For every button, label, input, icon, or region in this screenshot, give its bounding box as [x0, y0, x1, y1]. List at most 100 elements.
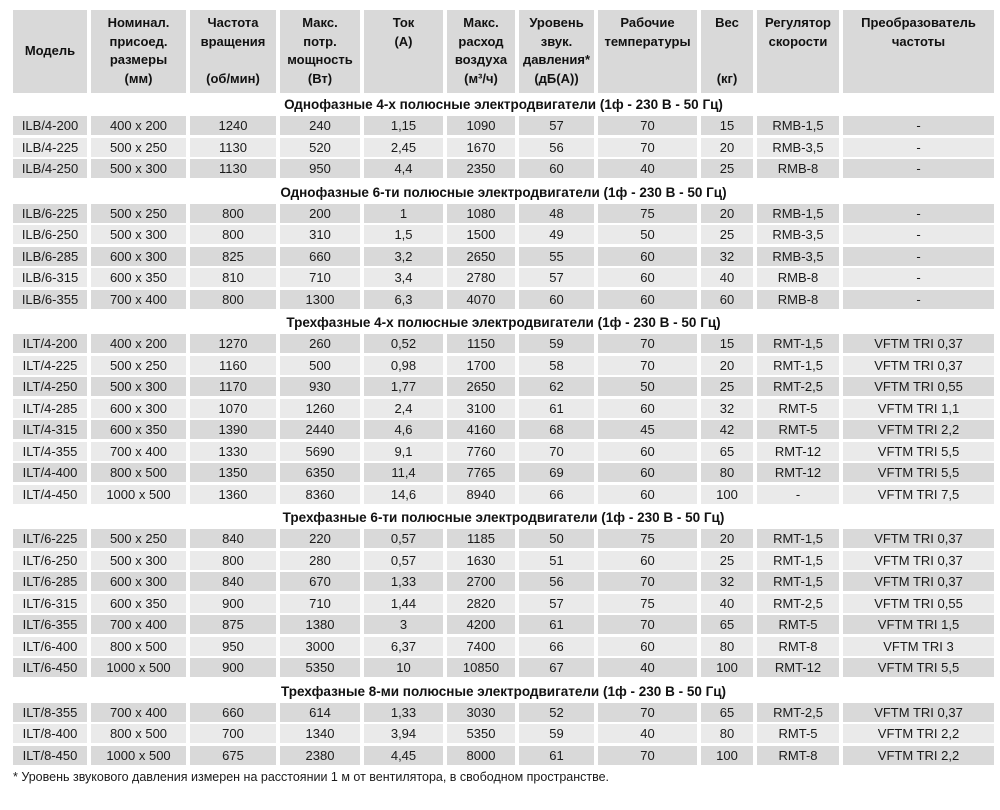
- cell-power: 6350: [280, 463, 360, 482]
- section-title: Трехфазные 6-ти полюсные электродвигател…: [282, 510, 725, 525]
- cell-frequency-converter: VFTM TRI 2,2: [843, 745, 994, 765]
- cell-temperature: 40: [598, 159, 697, 178]
- cell-rpm: 1130: [190, 159, 276, 178]
- cell-airflow: 1670: [447, 137, 515, 157]
- cell-sound-level: 61: [519, 615, 594, 634]
- cell-airflow: 5350: [447, 724, 515, 743]
- table-row: ILT/6-250 500 x 300 800 280 0,57 1630 51 60 25 RM…: [13, 550, 994, 570]
- cell-rpm: 1170: [190, 377, 276, 396]
- cell-power: 1340: [280, 724, 360, 743]
- cell-frequency-converter: VFTM TRI 0,37: [843, 572, 994, 591]
- table-row: ILT/8-400 800 x 500 700 1340 3,94 5350 59 40 80 R…: [13, 724, 994, 743]
- footnote: * Уровень звукового давления измерен на …: [13, 769, 610, 784]
- table-row: ILB/6-285 600 x 300 825 660 3,2 2650 55 60 32 RMB…: [13, 246, 994, 266]
- cell-speed-regulator: RMB-3,5: [757, 246, 839, 266]
- cell-airflow: 7400: [447, 636, 515, 656]
- cell-frequency-converter: VFTM TRI 0,37: [843, 529, 994, 548]
- cell-frequency-converter: VFTM TRI 2,2: [843, 724, 994, 743]
- cell-airflow: 1700: [447, 355, 515, 375]
- cell-weight: 32: [701, 398, 753, 418]
- cell-dimensions: 600 x 300: [91, 572, 186, 591]
- cell-weight: 100: [701, 745, 753, 765]
- cell-dimensions: 500 x 300: [91, 225, 186, 244]
- cell-speed-regulator: RMT-1,5: [757, 334, 839, 353]
- cell-speed-regulator: RMT-2,5: [757, 702, 839, 722]
- cell-model: ILT/6-250: [13, 550, 87, 570]
- table-row: ILT/6-315 600 x 350 900 710 1,44 2820 57 75 40 RM…: [13, 593, 994, 613]
- cell-weight: 65: [701, 441, 753, 461]
- cell-sound-level: 55: [519, 246, 594, 266]
- cell-model: ILB/4-200: [13, 116, 87, 135]
- cell-model: ILT/4-315: [13, 420, 87, 439]
- cell-dimensions: 500 x 250: [91, 137, 186, 157]
- table-row: ILT/6-450 1000 x 500 900 5350 10 10850 67 40 100…: [13, 658, 994, 677]
- cell-current: 1: [364, 203, 443, 223]
- cell-sound-level: 60: [519, 159, 594, 178]
- cell-dimensions: 700 x 400: [91, 441, 186, 461]
- cell-current: 4,4: [364, 159, 443, 178]
- cell-speed-regulator: RMT-12: [757, 463, 839, 482]
- cell-frequency-converter: -: [843, 137, 994, 157]
- cell-current: 3,4: [364, 268, 443, 287]
- cell-current: 14,6: [364, 484, 443, 504]
- cell-sound-level: 61: [519, 745, 594, 765]
- cell-dimensions: 500 x 300: [91, 377, 186, 396]
- cell-frequency-converter: VFTM TRI 1,5: [843, 615, 994, 634]
- table-row: ILB/6-225 500 x 250 800 200 1 1080 48 75 20 RMB-1…: [13, 203, 994, 223]
- cell-sound-level: 56: [519, 572, 594, 591]
- cell-temperature: 60: [598, 246, 697, 266]
- table-row: ILT/4-250 500 x 300 1170 930 1,77 2650 62 50 25 R…: [13, 377, 994, 396]
- cell-airflow: 2820: [447, 593, 515, 613]
- cell-weight: 15: [701, 334, 753, 353]
- fan-spec-table: Модель Номинал. присоед. размеры (мм) Част…: [13, 10, 994, 784]
- cell-power: 710: [280, 268, 360, 287]
- cell-weight: 20: [701, 355, 753, 375]
- cell-temperature: 60: [598, 268, 697, 287]
- cell-weight: 32: [701, 572, 753, 591]
- cell-model: ILT/4-200: [13, 334, 87, 353]
- cell-dimensions: 500 x 250: [91, 203, 186, 223]
- table-row: ILB/4-200 400 x 200 1240 240 1,15 1090 57 70 15 R…: [13, 116, 994, 135]
- cell-speed-regulator: RMT-5: [757, 398, 839, 418]
- cell-sound-level: 66: [519, 636, 594, 656]
- cell-speed-regulator: RMT-5: [757, 420, 839, 439]
- cell-model: ILT/4-225: [13, 355, 87, 375]
- cell-rpm: 1330: [190, 441, 276, 461]
- cell-temperature: 50: [598, 225, 697, 244]
- cell-sound-level: 69: [519, 463, 594, 482]
- cell-weight: 40: [701, 268, 753, 287]
- cell-current: 1,33: [364, 572, 443, 591]
- cell-speed-regulator: RMT-12: [757, 658, 839, 677]
- cell-dimensions: 700 x 400: [91, 289, 186, 309]
- cell-speed-regulator: RMB-8: [757, 289, 839, 309]
- cell-power: 220: [280, 529, 360, 548]
- cell-current: 6,3: [364, 289, 443, 309]
- cell-airflow: 2780: [447, 268, 515, 287]
- cell-current: 10: [364, 658, 443, 677]
- cell-current: 9,1: [364, 441, 443, 461]
- cell-model: ILT/8-450: [13, 745, 87, 765]
- cell-frequency-converter: VFTM TRI 0,55: [843, 593, 994, 613]
- cell-rpm: 700: [190, 724, 276, 743]
- cell-temperature: 70: [598, 572, 697, 591]
- cell-current: 0,98: [364, 355, 443, 375]
- cell-sound-level: 68: [519, 420, 594, 439]
- cell-rpm: 800: [190, 225, 276, 244]
- cell-rpm: 840: [190, 572, 276, 591]
- cell-temperature: 60: [598, 636, 697, 656]
- cell-dimensions: 600 x 350: [91, 593, 186, 613]
- cell-power: 8360: [280, 484, 360, 504]
- column-header-model: Модель: [13, 10, 87, 93]
- cell-model: ILB/4-250: [13, 159, 87, 178]
- cell-model: ILT/4-250: [13, 377, 87, 396]
- cell-current: 2,4: [364, 398, 443, 418]
- cell-current: 11,4: [364, 463, 443, 482]
- cell-frequency-converter: -: [843, 116, 994, 135]
- cell-rpm: 1390: [190, 420, 276, 439]
- cell-frequency-converter: -: [843, 203, 994, 223]
- cell-temperature: 75: [598, 593, 697, 613]
- table-row: ILB/4-225 500 x 250 1130 520 2,45 1670 56 70 20 R…: [13, 137, 994, 157]
- cell-dimensions: 700 x 400: [91, 615, 186, 634]
- table-row: ILT/8-450 1000 x 500 675 2380 4,45 8000 61 70 10…: [13, 745, 994, 765]
- cell-temperature: 70: [598, 116, 697, 135]
